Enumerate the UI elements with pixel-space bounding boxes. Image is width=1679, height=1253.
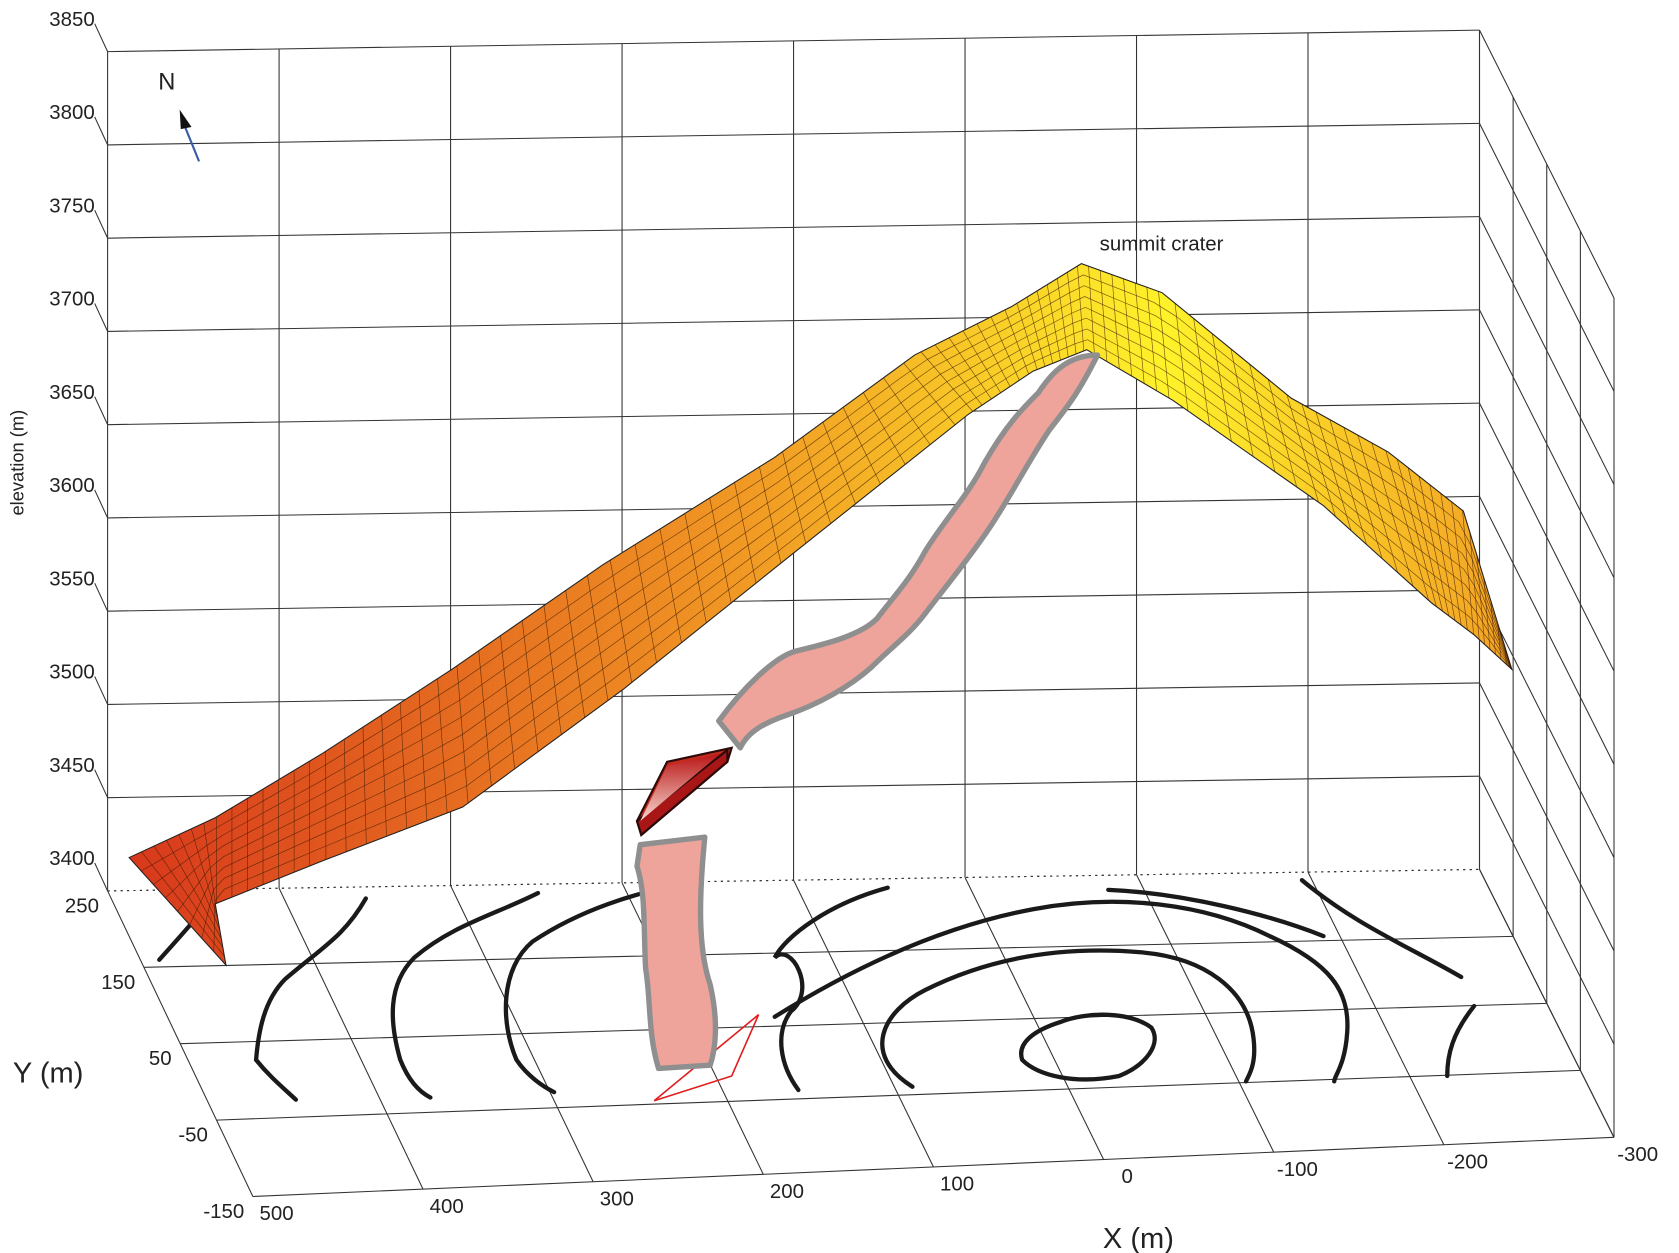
surface-fill — [128, 263, 1513, 967]
z-axis-label: elevation (m) — [7, 410, 28, 516]
grid-line — [143, 935, 1514, 968]
x-tick-label: 200 — [770, 1180, 804, 1203]
grid-line — [180, 1002, 1547, 1045]
z-tick-label: 3750 — [49, 194, 94, 217]
tick-mark — [94, 489, 109, 519]
z-tick-label: 3600 — [49, 474, 94, 497]
north-label: N — [158, 69, 175, 95]
grid-line — [252, 1136, 1615, 1198]
surface-mesh — [903, 362, 956, 426]
surface-mesh — [1158, 291, 1170, 399]
surface-mesh — [1077, 265, 1085, 351]
grid-line — [107, 868, 1480, 892]
tick-mark — [94, 303, 109, 332]
tick-mark — [94, 769, 109, 798]
y-tick-label: 150 — [101, 971, 135, 994]
topography-surface — [128, 263, 1513, 967]
contours — [157, 878, 1477, 1102]
surface-mesh — [165, 296, 1513, 899]
contour — [503, 880, 691, 1095]
contour — [390, 890, 541, 1100]
tick-mark — [94, 23, 109, 52]
z-tick-label: 3850 — [49, 8, 94, 31]
y-tick-label: -50 — [178, 1124, 208, 1147]
dike-lower — [634, 834, 719, 1072]
z-tick-label: 3650 — [49, 381, 94, 404]
x-tick-label: 300 — [600, 1187, 634, 1210]
tick-mark — [94, 676, 109, 705]
sill-block — [635, 746, 734, 837]
z-tick-label: 3700 — [49, 288, 94, 311]
z-tick-label: 3550 — [49, 567, 94, 590]
contour — [1299, 878, 1464, 980]
tick-mark — [94, 116, 109, 146]
x-tick-label: 0 — [1122, 1165, 1133, 1188]
surface-mesh — [153, 285, 1513, 885]
contour — [1445, 1003, 1477, 1079]
z-tick-label: 3500 — [49, 661, 94, 684]
tick-mark — [94, 209, 109, 239]
north-arrow — [179, 109, 201, 162]
x-tick-label: -300 — [1617, 1143, 1658, 1166]
x-tick-label: -200 — [1447, 1150, 1488, 1173]
tick-mark — [94, 396, 109, 425]
surface-mesh — [201, 328, 1513, 939]
y-tick-label: 50 — [149, 1047, 172, 1070]
annotation: summit crater — [1100, 233, 1224, 256]
dike — [634, 352, 1101, 1072]
x-axis-label: X (m) — [1103, 1223, 1174, 1253]
grid-line — [216, 1069, 1581, 1121]
x-tick-label: 500 — [259, 1202, 293, 1225]
contour — [880, 948, 1257, 1089]
surface-mesh — [189, 317, 1513, 925]
contour — [1106, 887, 1326, 939]
surface-mesh — [141, 274, 1513, 872]
z-tick-label: 3400 — [49, 847, 94, 870]
surface-mesh — [1462, 510, 1474, 635]
contour — [1019, 1012, 1157, 1082]
plot: N summit crater elevation (m) Y (m) X (m… — [7, 8, 1658, 1253]
surface-mesh — [177, 306, 1513, 912]
tick-mark — [94, 582, 109, 612]
contour — [253, 896, 368, 1102]
y-tick-label: 250 — [65, 894, 99, 917]
z-tick-label: 3800 — [49, 101, 94, 124]
dike-upper — [716, 352, 1101, 751]
z-tick-label: 3450 — [49, 754, 94, 777]
tick-mark — [94, 862, 109, 892]
surface-mesh — [213, 339, 1513, 952]
x-tick-label: -100 — [1277, 1158, 1318, 1181]
y-axis-label: Y (m) — [13, 1057, 83, 1089]
x-tick-label: 100 — [940, 1173, 974, 1196]
contour — [772, 885, 890, 1093]
contour — [772, 899, 1350, 1084]
y-tick-label: -150 — [203, 1200, 244, 1223]
x-tick-label: 400 — [430, 1195, 464, 1218]
grid — [94, 23, 1615, 1198]
